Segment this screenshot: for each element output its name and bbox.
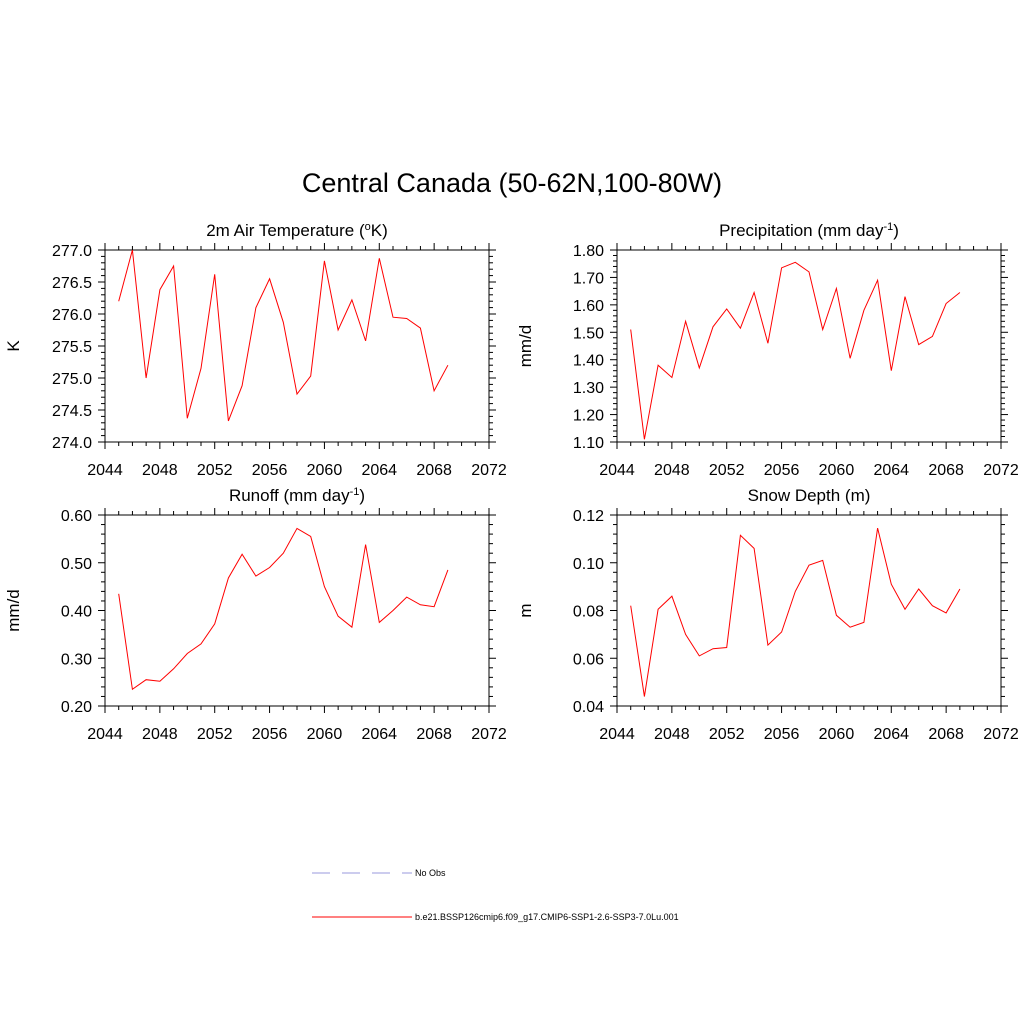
temperature-y-axis-label: K <box>4 340 23 352</box>
snow-depth-x-tick-label: 2048 <box>654 726 690 743</box>
runoff-y-tick-label: 0.60 <box>61 508 92 525</box>
legend: No Obs b.e21.BSSP126cmip6.f09_g17.CMIP6-S… <box>312 868 679 922</box>
snow-depth-title: Snow Depth (m) <box>748 486 871 505</box>
temperature-panel: 2044 2048 2052 2056 2060 2064 2068 2072 274.0 274… <box>4 221 507 479</box>
snow-depth-x-tick-label: 2056 <box>764 726 800 743</box>
runoff-y-tick-label: 0.50 <box>61 556 92 573</box>
temperature-x-tick-label: 2072 <box>471 462 507 479</box>
runoff-y-tick-label: 0.40 <box>61 604 92 621</box>
runoff-x-tick-label: 2052 <box>197 726 233 743</box>
runoff-x-tick-label: 2064 <box>361 726 397 743</box>
precipitation-y-tick-label: 1.20 <box>573 408 604 425</box>
temperature-y-tick-label: 274.0 <box>52 435 92 452</box>
snow-depth-y-tick-label: 0.12 <box>573 508 604 525</box>
temperature-x-tick-label: 2044 <box>87 462 123 479</box>
snow-depth-x-tick-label: 2052 <box>709 726 745 743</box>
runoff-series-line <box>118 527 449 691</box>
legend-item: b.e21.BSSP126cmip6.f09_g17.CMIP6-SSP1-2.… <box>312 912 679 922</box>
runoff-x-tick-label: 2072 <box>471 726 507 743</box>
runoff-x-tick-label: 2048 <box>142 726 178 743</box>
precipitation-title: Precipitation (mm day-1) <box>719 221 899 240</box>
precipitation-x-tick-label: 2052 <box>709 462 745 479</box>
runoff-panel: 2044 2048 2052 2056 2060 2064 2068 2072 0.20 0.30… <box>4 486 507 743</box>
precipitation-y-axis-label: mm/d <box>516 325 535 368</box>
snow-depth-series-line <box>630 527 961 697</box>
precipitation-y-tick-label: 1.60 <box>573 298 604 315</box>
precipitation-x-tick-label: 2064 <box>873 462 909 479</box>
snow-depth-x-tick-label: 2060 <box>819 726 855 743</box>
snow-depth-y-tick-label: 0.08 <box>573 604 604 621</box>
precipitation-y-tick-label: 1.70 <box>573 270 604 287</box>
runoff-y-tick-label: 0.20 <box>61 699 92 716</box>
temperature-y-tick-label: 275.0 <box>52 371 92 388</box>
temperature-y-tick-label: 275.5 <box>52 339 92 356</box>
snow-depth-panel: 2044 2048 2052 2056 2060 2064 2068 2072 0.04 0.06… <box>516 486 1019 743</box>
runoff-plot-frame <box>104 514 490 707</box>
precipitation-x-tick-label: 2044 <box>599 462 635 479</box>
temperature-x-tick-label: 2068 <box>416 462 452 479</box>
temperature-y-tick-label: 276.5 <box>52 275 92 292</box>
snow-depth-y-tick-label: 0.04 <box>573 699 604 716</box>
snow-depth-plot-frame <box>616 514 1002 707</box>
snow-depth-y-axis-label: m <box>516 603 535 617</box>
runoff-x-tick-label: 2060 <box>307 726 343 743</box>
precipitation-y-tick-label: 1.10 <box>573 435 604 452</box>
runoff-x-tick-label: 2056 <box>252 726 288 743</box>
precipitation-x-tick-label: 2068 <box>928 462 964 479</box>
temperature-x-tick-label: 2064 <box>361 462 397 479</box>
precipitation-x-tick-label: 2056 <box>764 462 800 479</box>
runoff-y-tick-label: 0.30 <box>61 651 92 668</box>
snow-depth-y-tick-label: 0.06 <box>573 651 604 668</box>
precipitation-series-line <box>630 261 961 440</box>
temperature-x-tick-label: 2048 <box>142 462 178 479</box>
temperature-plot-frame <box>104 249 490 443</box>
precipitation-y-tick-label: 1.40 <box>573 353 604 370</box>
temperature-y-tick-label: 276.0 <box>52 307 92 324</box>
temperature-title: 2m Air Temperature (oK) <box>206 221 388 240</box>
temperature-x-tick-label: 2056 <box>252 462 288 479</box>
legend-item: No Obs <box>312 868 446 878</box>
temperature-y-tick-label: 274.5 <box>52 403 92 420</box>
runoff-title: Runoff (mm day-1) <box>229 486 365 505</box>
temperature-x-tick-label: 2052 <box>197 462 233 479</box>
snow-depth-x-tick-label: 2044 <box>599 726 635 743</box>
panels-group: 2044 2048 2052 2056 2060 2064 2068 2072 274.0 274… <box>4 221 1019 743</box>
snow-depth-x-tick-label: 2064 <box>873 726 909 743</box>
runoff-x-tick-label: 2044 <box>87 726 123 743</box>
legend-label: b.e21.BSSP126cmip6.f09_g17.CMIP6-SSP1-2.… <box>415 912 679 922</box>
precipitation-y-tick-label: 1.80 <box>573 243 604 260</box>
precipitation-y-tick-label: 1.50 <box>573 325 604 342</box>
precipitation-x-tick-label: 2060 <box>819 462 855 479</box>
legend-label: No Obs <box>415 868 446 878</box>
runoff-x-tick-label: 2068 <box>416 726 452 743</box>
precipitation-x-tick-label: 2072 <box>983 462 1019 479</box>
temperature-y-tick-label: 277.0 <box>52 243 92 260</box>
runoff-y-axis-label: mm/d <box>4 589 23 632</box>
snow-depth-y-tick-label: 0.10 <box>573 556 604 573</box>
temperature-x-tick-label: 2060 <box>307 462 343 479</box>
snow-depth-x-tick-label: 2068 <box>928 726 964 743</box>
precipitation-panel: 2044 2048 2052 2056 2060 2064 2068 2072 1.10 1.20… <box>516 221 1019 479</box>
main-title: Central Canada (50-62N,100-80W) <box>301 168 723 198</box>
snow-depth-x-tick-label: 2072 <box>983 726 1019 743</box>
precipitation-plot-frame <box>616 249 1002 443</box>
precipitation-x-tick-label: 2048 <box>654 462 690 479</box>
precipitation-y-tick-label: 1.30 <box>573 380 604 397</box>
temperature-series-line <box>118 249 449 422</box>
